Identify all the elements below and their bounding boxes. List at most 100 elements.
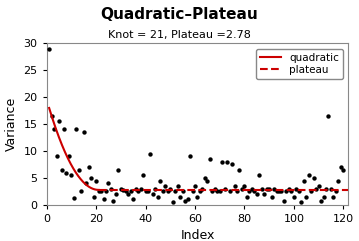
Point xyxy=(76,168,82,172)
Point xyxy=(108,187,114,191)
Point xyxy=(46,47,52,51)
Point xyxy=(311,176,317,180)
Point xyxy=(331,195,336,199)
Point xyxy=(111,199,116,203)
Text: Knot = 21, Plateau =2.78: Knot = 21, Plateau =2.78 xyxy=(108,30,251,40)
Point xyxy=(195,195,200,199)
Point xyxy=(162,184,168,188)
Point xyxy=(308,189,314,193)
Point xyxy=(160,189,166,193)
Point xyxy=(219,160,225,164)
Point xyxy=(185,198,190,201)
Point xyxy=(98,189,104,193)
Point xyxy=(74,127,79,131)
Point xyxy=(333,189,339,193)
Point xyxy=(205,179,210,183)
Point xyxy=(91,195,97,199)
Point xyxy=(209,189,215,193)
Point xyxy=(180,189,186,193)
Point xyxy=(197,189,203,193)
Point xyxy=(200,187,205,191)
Point xyxy=(86,165,92,169)
Point xyxy=(78,189,84,193)
Point xyxy=(172,189,178,193)
Point xyxy=(59,168,64,172)
X-axis label: Index: Index xyxy=(180,229,215,241)
Point xyxy=(212,187,218,191)
Point xyxy=(229,162,235,166)
Point xyxy=(289,189,294,193)
Point xyxy=(140,173,146,177)
Point xyxy=(247,189,252,193)
Point xyxy=(69,173,74,177)
Point xyxy=(217,189,223,193)
Point xyxy=(326,114,331,118)
Point xyxy=(177,195,183,199)
Point xyxy=(54,154,60,158)
Point xyxy=(266,187,272,191)
Point xyxy=(321,195,326,199)
Point xyxy=(259,187,265,191)
Point xyxy=(167,187,173,191)
Point xyxy=(190,189,195,193)
Legend: quadratic, plateau: quadratic, plateau xyxy=(256,49,343,79)
Point xyxy=(323,187,329,191)
Point xyxy=(175,184,181,188)
Point xyxy=(135,189,141,193)
Point xyxy=(338,165,344,169)
Point xyxy=(303,195,309,199)
Point xyxy=(306,173,312,177)
Point xyxy=(182,199,188,203)
Point xyxy=(165,189,171,193)
Point xyxy=(81,130,87,134)
Point xyxy=(261,192,267,196)
Point xyxy=(232,184,237,188)
Point xyxy=(88,176,94,180)
Point xyxy=(298,200,304,204)
Point xyxy=(113,192,119,196)
Point xyxy=(106,181,111,185)
Point xyxy=(158,179,163,183)
Point xyxy=(150,192,156,196)
Point xyxy=(83,181,89,185)
Point xyxy=(264,187,270,191)
Point xyxy=(56,120,62,123)
Point xyxy=(66,154,72,158)
Point xyxy=(293,187,299,191)
Point xyxy=(269,195,275,199)
Point xyxy=(49,114,55,118)
Point xyxy=(227,189,233,193)
Point xyxy=(96,189,102,193)
Point xyxy=(138,187,144,191)
Point xyxy=(116,168,121,172)
Point xyxy=(130,198,136,201)
Point xyxy=(251,189,257,193)
Point xyxy=(64,171,69,174)
Point xyxy=(187,154,193,158)
Point xyxy=(249,187,255,191)
Point xyxy=(148,152,153,156)
Point xyxy=(328,187,334,191)
Point xyxy=(143,189,148,193)
Point xyxy=(279,189,284,193)
Point xyxy=(254,192,260,196)
Point xyxy=(145,189,151,193)
Point xyxy=(153,187,158,191)
Point xyxy=(316,184,321,188)
Point xyxy=(207,157,213,161)
Point xyxy=(239,187,245,191)
Point xyxy=(118,187,124,191)
Point xyxy=(202,176,208,180)
Point xyxy=(61,127,67,131)
Point xyxy=(301,179,307,183)
Point xyxy=(318,199,324,203)
Point xyxy=(93,179,99,183)
Point xyxy=(271,187,277,191)
Point xyxy=(335,179,341,183)
Point xyxy=(340,168,346,172)
Point xyxy=(155,195,161,199)
Point xyxy=(214,189,220,193)
Point xyxy=(120,188,126,192)
Point xyxy=(281,199,287,203)
Point xyxy=(234,189,240,193)
